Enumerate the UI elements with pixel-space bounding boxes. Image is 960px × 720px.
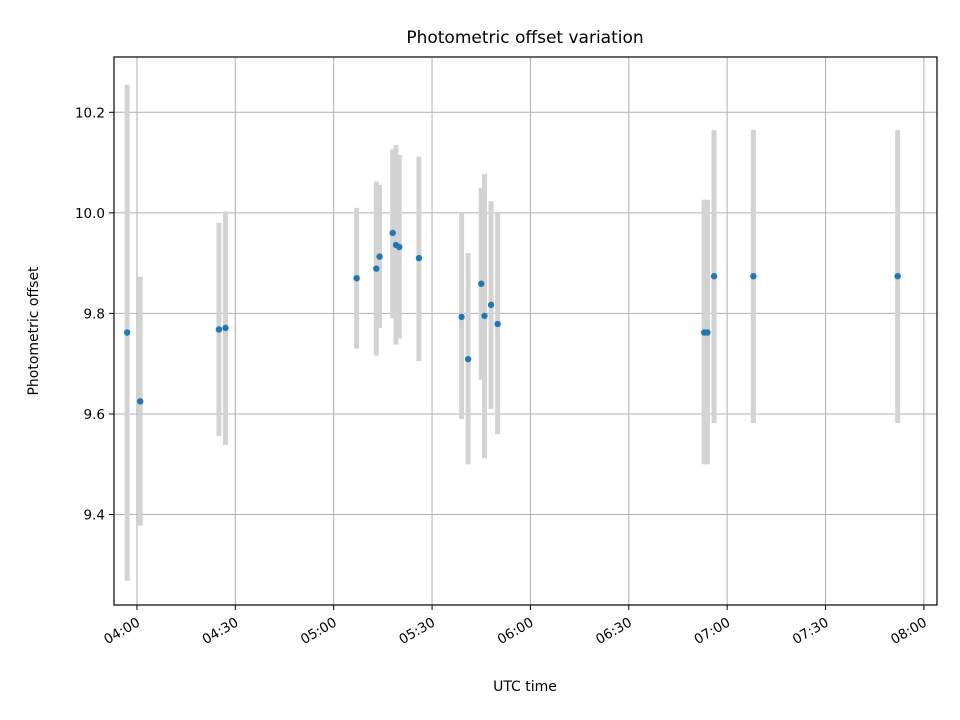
y-axis-ticks: 9.4 9.6 9.8 10.0 10.2 [75, 105, 114, 524]
data-point [376, 253, 383, 260]
data-point [396, 243, 403, 251]
data-point [222, 324, 229, 332]
y-tick-label: 9.6 [84, 407, 105, 423]
data-point [750, 273, 757, 280]
data-point [494, 320, 501, 328]
grid-lines [114, 57, 937, 605]
data-point [704, 329, 711, 336]
plot-frame [113, 56, 938, 606]
y-tick-label: 9.8 [84, 306, 105, 322]
data-point [464, 355, 472, 363]
data-point [487, 301, 495, 309]
data-point [137, 398, 144, 405]
y-axis-label: Photometric offset [26, 266, 42, 396]
data-point [481, 312, 488, 320]
y-tick-label: 10.2 [75, 105, 105, 121]
data-point [353, 275, 360, 282]
data-points [123, 229, 901, 405]
x-axis-label: UTC time [493, 679, 557, 695]
data-point [458, 313, 465, 321]
chart-title: Photometric offset variation [406, 28, 643, 48]
data-point [123, 329, 131, 336]
y-tick-label: 9.4 [84, 508, 105, 524]
data-point [478, 280, 485, 287]
data-point [894, 273, 901, 280]
data-point [415, 254, 423, 262]
data-point [215, 326, 223, 333]
data-point [373, 265, 380, 272]
data-point [710, 273, 718, 280]
y-tick-label: 10.0 [75, 206, 105, 222]
data-point [389, 229, 396, 237]
